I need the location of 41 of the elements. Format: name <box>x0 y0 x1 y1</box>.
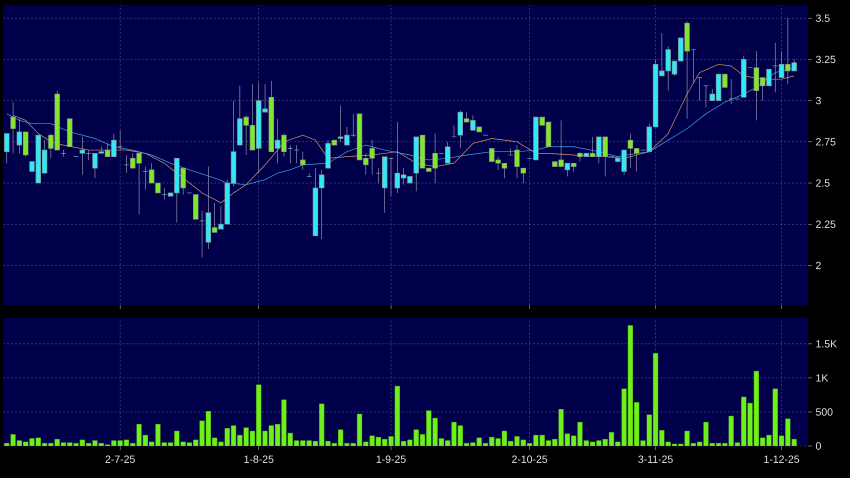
candlestick <box>80 136 86 176</box>
y-tick-label: 2.75 <box>816 138 836 146</box>
candlestick <box>162 188 167 200</box>
candlestick <box>376 168 382 184</box>
candlestick <box>703 85 709 108</box>
y-tick-label: 3.25 <box>816 56 836 64</box>
y-tick-label: 500 <box>816 408 833 416</box>
candlestick <box>445 142 450 164</box>
candlestick <box>350 113 356 138</box>
candlestick <box>142 166 148 190</box>
x-tick-label: 2-7-25 <box>106 456 135 463</box>
y-tick-label: 1.5K <box>816 340 837 348</box>
y-tick-label: 2 <box>816 262 821 270</box>
x-tick-label: 1-12-25 <box>764 456 800 463</box>
candlestick <box>124 154 130 174</box>
candlestick <box>117 130 123 150</box>
candlestick <box>520 168 526 184</box>
candlestick <box>86 150 92 160</box>
y-tick-label: 2.5 <box>816 179 830 187</box>
candlestick <box>10 102 16 154</box>
candlestick <box>4 133 10 164</box>
x-tick-label: 1-8-25 <box>244 456 274 463</box>
x-tick-label: 1-9-25 <box>376 456 406 463</box>
candlestick <box>690 49 696 83</box>
y-tick-label: 3.5 <box>816 14 830 22</box>
candlestick <box>199 210 205 258</box>
candlestick <box>60 150 66 157</box>
y-tick-label: 3 <box>816 96 821 104</box>
candlestick <box>772 42 778 93</box>
candlestick <box>451 125 457 138</box>
y-tick-label: 2.25 <box>816 220 836 228</box>
candlestick <box>696 77 702 101</box>
y-tick-label: 1K <box>816 374 828 382</box>
candlestick <box>300 151 306 170</box>
x-tick-label: 3-11-25 <box>638 456 673 463</box>
candlestick <box>388 158 394 197</box>
y-tick-label: 0 <box>816 442 821 450</box>
candlestick <box>514 144 520 178</box>
candlestick <box>288 144 293 164</box>
x-tick-label: 2-10-25 <box>512 456 548 463</box>
candlestick <box>294 144 300 164</box>
